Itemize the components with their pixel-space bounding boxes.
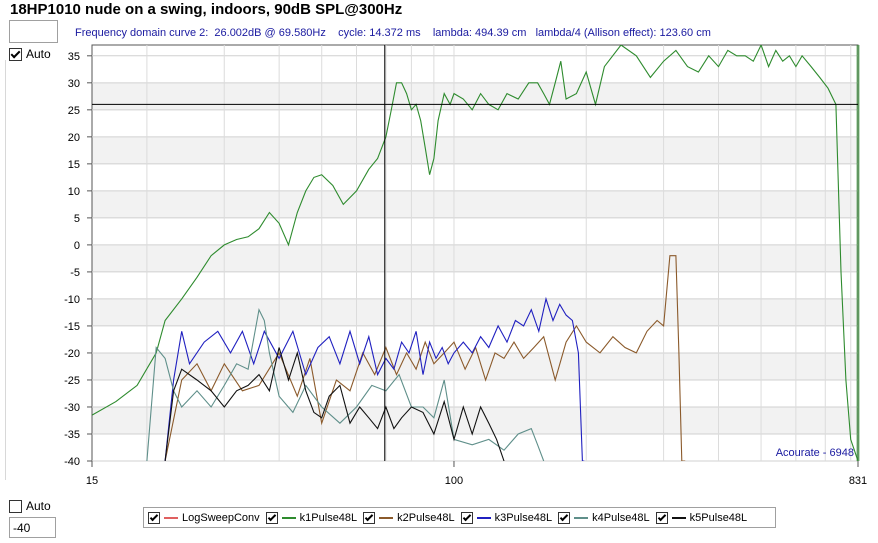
grid-band — [92, 82, 858, 110]
grid-band — [92, 352, 858, 380]
y-tick-label: 15 — [68, 159, 80, 171]
y-tick-label: -10 — [64, 294, 80, 306]
y-tick-label: -25 — [64, 375, 80, 387]
checkbox-checked-icon[interactable] — [363, 511, 376, 524]
chart-title: 18HP1010 nude on a swing, indoors, 90dB … — [10, 1, 403, 18]
legend-swatch — [164, 516, 178, 519]
grid-band — [92, 298, 858, 326]
checkbox-checked-icon[interactable] — [460, 511, 473, 524]
grid-band — [92, 244, 858, 272]
y-tick-label: -30 — [64, 402, 80, 414]
legend-swatch — [671, 516, 686, 519]
legend-label: k1Pulse48L — [299, 511, 358, 524]
y-tick-label: 30 — [68, 78, 80, 90]
series-k3Pulse48L — [164, 296, 585, 461]
legend-item[interactable]: k5Pulse48L — [655, 511, 748, 524]
grid-band — [92, 136, 858, 164]
legend-label: k5Pulse48L — [689, 511, 748, 524]
legend-item[interactable]: k3Pulse48L — [460, 511, 553, 524]
x-tick-label: 100 — [445, 475, 463, 487]
checkbox-checked-icon[interactable] — [148, 511, 160, 524]
y-tick-label: 35 — [68, 51, 80, 63]
checkbox-checked-icon[interactable] — [9, 47, 22, 61]
x-tick-label: 831 — [849, 475, 867, 487]
checkbox-checked-icon[interactable] — [558, 511, 571, 524]
legend-item[interactable]: LogSweepConv — [148, 511, 260, 524]
y-tick-label: -40 — [64, 456, 80, 468]
legend-label: k3Pulse48L — [494, 511, 553, 524]
y-tick-label: 5 — [74, 213, 80, 225]
legend-item[interactable]: k2Pulse48L — [363, 511, 455, 524]
series-k5Pulse48L — [164, 347, 505, 461]
legend-label: k4Pulse48L — [592, 511, 650, 524]
legend-item[interactable]: k1Pulse48L — [265, 511, 358, 524]
grid-band — [92, 406, 858, 434]
auto-top-checkbox[interactable]: Auto — [9, 47, 51, 61]
y-tick-label: -20 — [64, 348, 80, 360]
grid-band — [92, 190, 858, 218]
left-divider — [5, 60, 6, 480]
auto-bottom-label: Auto — [26, 499, 51, 513]
max-value-input[interactable] — [9, 20, 58, 43]
y-tick-label: 20 — [68, 132, 80, 144]
y-tick-label: -5 — [70, 267, 80, 279]
y-tick-label: 0 — [74, 240, 80, 252]
legend-swatch — [281, 516, 296, 519]
auto-bottom-checkbox[interactable]: Auto — [9, 499, 51, 513]
y-tick-label: 25 — [68, 105, 80, 117]
x-tick-label: 15 — [86, 475, 98, 487]
watermark: Acourate - 6948 — [776, 447, 854, 459]
checkbox-checked-icon[interactable] — [655, 511, 668, 524]
legend: LogSweepConv k1Pulse48L k2Pulse48L k3Pulse4… — [143, 507, 776, 528]
cursor-info: Frequency domain curve 2: 26.002dB @ 69.… — [75, 27, 711, 39]
legend-swatch — [574, 516, 589, 519]
legend-swatch — [476, 516, 491, 519]
checkbox-checked-icon[interactable] — [265, 511, 278, 524]
auto-top-label: Auto — [26, 47, 51, 61]
legend-label: k2Pulse48L — [397, 511, 455, 524]
y-tick-label: -15 — [64, 321, 80, 333]
legend-swatch — [379, 516, 394, 519]
legend-item[interactable]: k4Pulse48L — [558, 511, 650, 524]
series-k4Pulse48L — [146, 307, 545, 461]
checkbox-unchecked-icon[interactable] — [9, 499, 22, 513]
min-value-input[interactable]: -40 — [9, 517, 56, 538]
series-k2Pulse48L — [164, 255, 686, 461]
legend-label: LogSweepConv — [182, 511, 260, 524]
y-tick-label: -35 — [64, 429, 80, 441]
y-tick-label: 10 — [68, 186, 80, 198]
